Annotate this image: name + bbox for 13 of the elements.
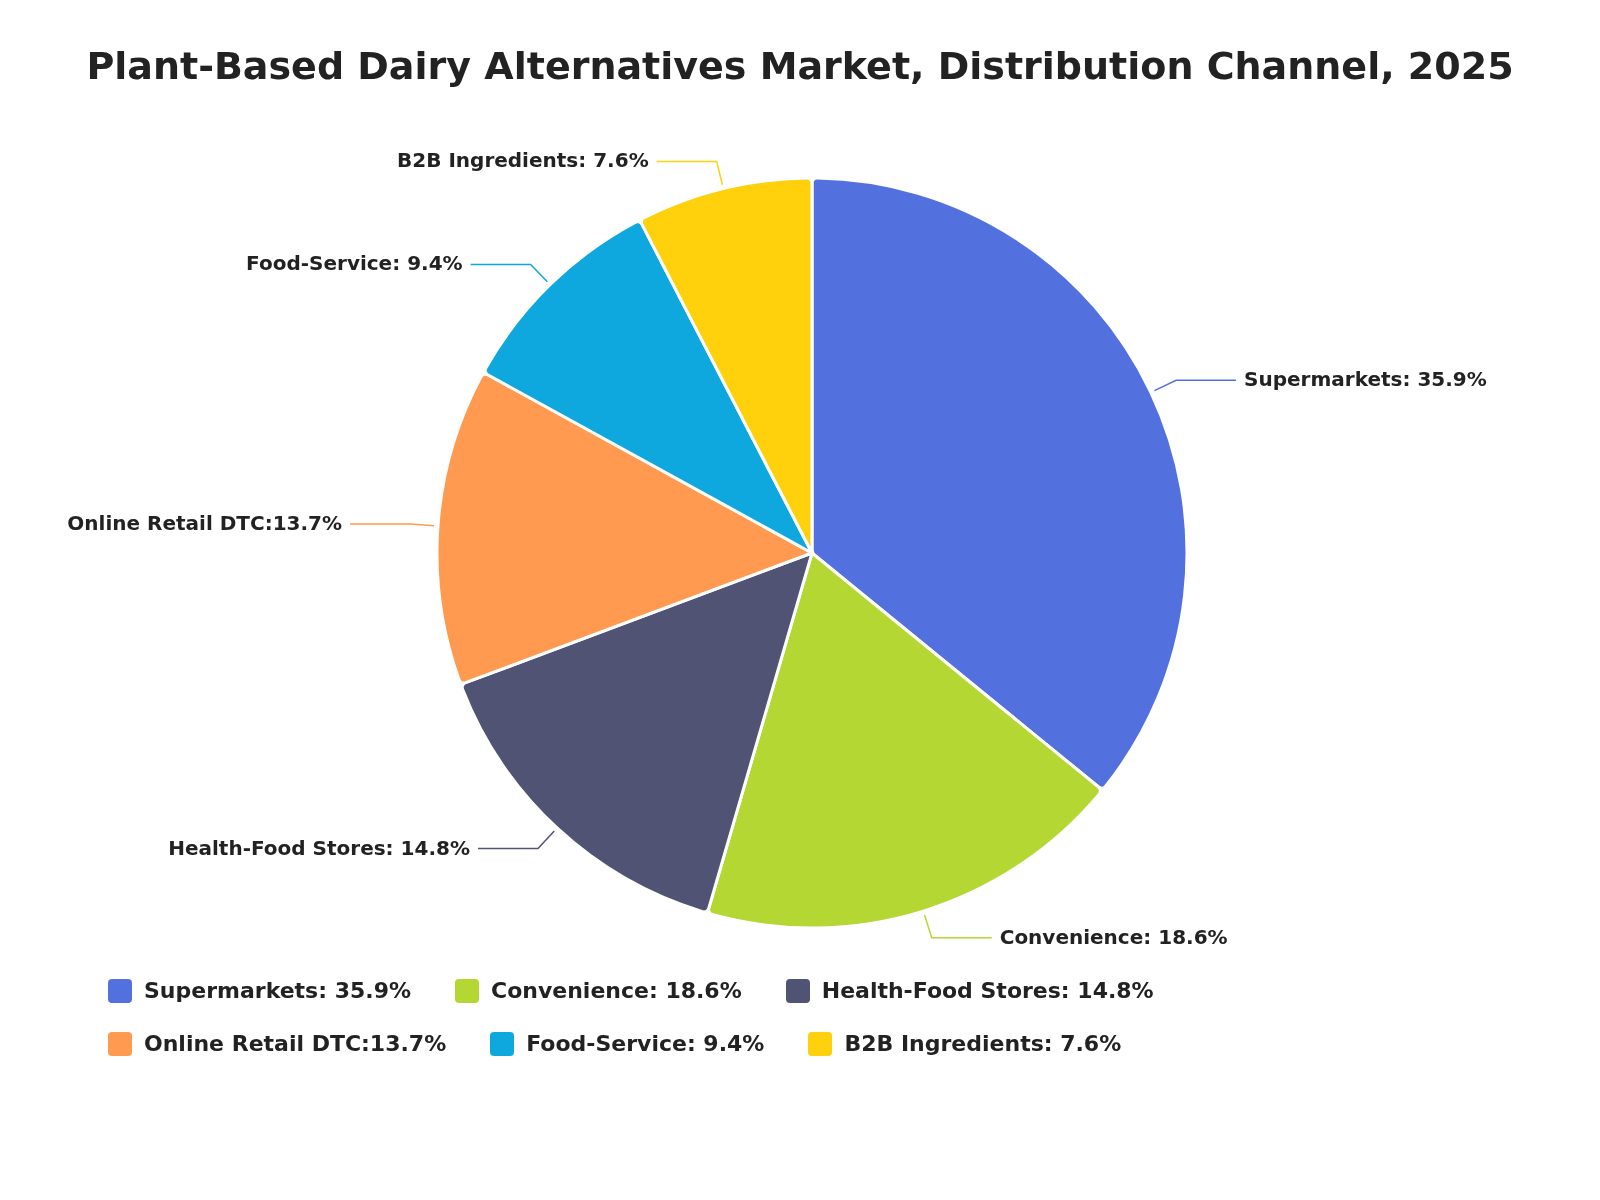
slice-label: Convenience: 18.6%	[999, 924, 1228, 949]
slice-label: Supermarkets: 35.9%	[1244, 367, 1487, 392]
slice-label: Food-Service: 9.4%	[246, 251, 463, 276]
legend-label: Health-Food Stores: 14.8%	[821, 978, 1154, 1003]
legend-label: Supermarkets: 35.9%	[144, 978, 411, 1003]
chart-title: Plant-Based Dairy Alternatives Market, Distribution Channel, 2025	[85, 43, 1515, 88]
legend-label: Online Retail DTC:13.7%	[144, 1031, 447, 1056]
slice-label: B2B Ingredients: 7.6%	[397, 148, 649, 173]
legend-label: Food-Service: 9.4%	[526, 1031, 765, 1056]
slice-label: Online Retail DTC:13.7%	[67, 510, 343, 535]
legend-label: Convenience: 18.6%	[491, 978, 742, 1003]
legend-label: B2B Ingredients: 7.6%	[844, 1031, 1122, 1056]
slice-label: Health-Food Stores: 14.8%	[168, 835, 470, 860]
